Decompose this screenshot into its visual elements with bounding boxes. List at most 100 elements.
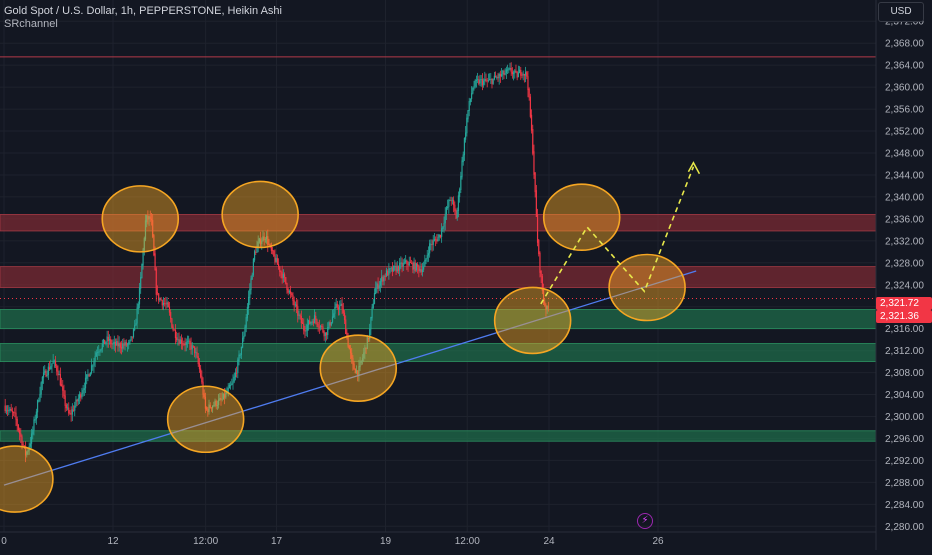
candle-body: [337, 307, 340, 310]
candle-body: [408, 262, 410, 266]
candle-body: [534, 172, 536, 193]
candle-body: [449, 200, 451, 202]
candle-body: [52, 360, 54, 364]
candle-body: [402, 262, 404, 267]
candle-body: [238, 354, 240, 361]
candle-body: [292, 295, 294, 302]
highlight-circle[interactable]: [221, 180, 299, 249]
candle-body: [170, 312, 172, 320]
candle-body: [126, 344, 129, 346]
candle-body: [143, 238, 145, 252]
highlight-circle[interactable]: [319, 334, 398, 402]
candle-body: [14, 412, 16, 414]
candle-body: [528, 88, 530, 98]
candle-body: [58, 374, 60, 375]
candle-body: [87, 374, 89, 376]
candle-body: [529, 96, 531, 117]
candle-body: [477, 79, 479, 81]
trendline[interactable]: [3, 270, 697, 486]
candle-body: [445, 207, 448, 215]
candle-body: [129, 340, 131, 343]
candle-body: [475, 80, 478, 81]
candle-body: [360, 360, 362, 363]
lightning-icon[interactable]: ⚡: [637, 513, 653, 529]
candle-body: [182, 343, 184, 345]
y-tick-label: 2,372.00: [885, 17, 924, 28]
indicator-label[interactable]: SRchannel: [4, 18, 58, 30]
candle-body: [361, 357, 364, 361]
candle-body: [39, 393, 41, 401]
candle-body: [462, 154, 464, 163]
candle-body: [105, 342, 107, 344]
candle-body: [299, 314, 301, 317]
highlight-circle[interactable]: [608, 253, 686, 322]
candle-body: [432, 240, 434, 245]
y-tick-label: 2,292.00: [885, 456, 924, 467]
candle-body: [98, 351, 100, 353]
candle-body: [128, 342, 130, 345]
candle-body: [166, 302, 168, 305]
candle-body: [478, 79, 480, 84]
candle-body: [536, 214, 539, 243]
candle-body: [383, 275, 385, 282]
candle-body: [258, 238, 260, 243]
candle-body: [261, 241, 263, 244]
candle-body: [471, 93, 473, 99]
candle-body: [83, 388, 85, 391]
candle-body: [88, 374, 90, 377]
candle-body: [411, 262, 413, 264]
highlight-circle[interactable]: [0, 445, 54, 513]
candle-body: [249, 289, 251, 298]
candle-body: [378, 285, 380, 289]
highlight-circle[interactable]: [542, 183, 621, 252]
candle-body: [89, 372, 91, 377]
candle-body: [196, 352, 198, 357]
candle-body: [305, 330, 307, 332]
currency-button[interactable]: USD: [878, 2, 924, 22]
candle-body: [330, 322, 332, 326]
candle-body: [303, 323, 305, 331]
candle-body: [451, 199, 454, 201]
candle-body: [341, 303, 343, 310]
candle-body: [483, 80, 485, 85]
candle-body: [174, 330, 177, 339]
candle-body: [161, 300, 163, 306]
y-tick-label: 2,280.00: [885, 522, 924, 533]
candle-body: [268, 244, 270, 245]
candle-body: [46, 374, 48, 377]
candle-body: [38, 400, 40, 402]
highlight-circle[interactable]: [166, 385, 245, 454]
candle-body: [40, 382, 42, 395]
candle-body: [197, 356, 199, 365]
candle-body: [463, 138, 466, 156]
candle-body: [367, 337, 370, 339]
candle-body: [527, 76, 529, 91]
candle-body: [202, 381, 204, 395]
candle-body: [364, 347, 366, 354]
highlight-circle[interactable]: [101, 185, 180, 253]
candle-body: [215, 401, 217, 407]
candle-body: [149, 216, 151, 219]
candle-body: [369, 328, 371, 339]
candle-body: [45, 370, 47, 377]
candle-body: [500, 74, 503, 77]
candle-body: [319, 326, 322, 328]
candle-body: [393, 265, 395, 272]
candle-body: [34, 418, 36, 421]
candle-body: [397, 266, 400, 271]
candle-body: [92, 365, 94, 367]
candle-body: [6, 410, 9, 412]
candle-body: [429, 243, 431, 254]
candle-body: [433, 239, 436, 241]
candle-body: [5, 410, 7, 412]
candle-body: [62, 386, 64, 391]
candle-body: [270, 245, 272, 251]
candle-body: [160, 298, 162, 301]
highlight-circle[interactable]: [493, 286, 572, 355]
candle-body: [346, 332, 348, 337]
candle-body: [136, 307, 138, 324]
candle-body: [171, 318, 173, 328]
candle-body: [400, 262, 402, 264]
